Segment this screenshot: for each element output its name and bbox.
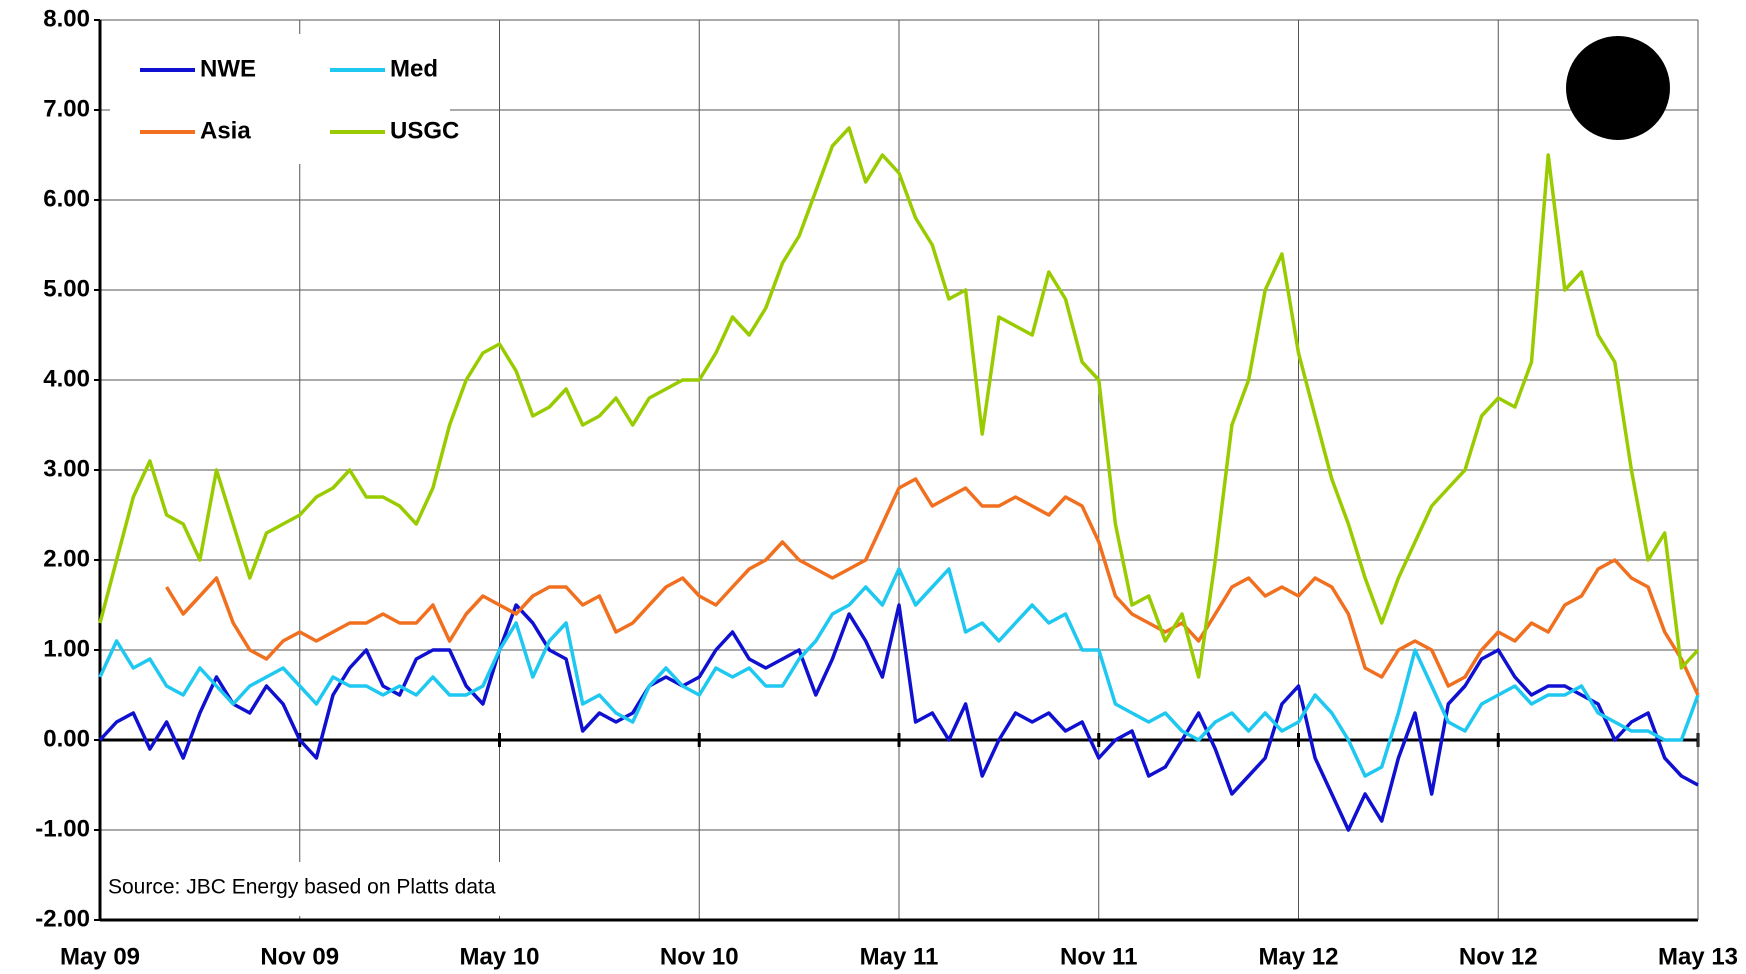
- series-line: [98, 126, 1700, 679]
- legend-label: NWE: [200, 55, 256, 82]
- y-tick-label: -1.00: [35, 815, 90, 842]
- x-tick-label: Nov 12: [1459, 943, 1538, 970]
- series-line: [165, 477, 1700, 696]
- y-tick-label: 3.00: [43, 455, 90, 482]
- logo-caption: CHART: [1650, 65, 1665, 111]
- y-tick-label: 4.00: [43, 365, 90, 392]
- x-tick-label: May 10: [459, 943, 539, 970]
- y-tick-label: 1.00: [43, 635, 90, 662]
- y-tick-label: 7.00: [43, 95, 90, 122]
- y-tick-label: 8.00: [43, 5, 90, 32]
- x-tick-label: May 12: [1258, 943, 1338, 970]
- legend-label: USGC: [390, 117, 459, 144]
- x-tick-label: Nov 09: [260, 943, 339, 970]
- x-tick-label: May 13: [1658, 943, 1738, 970]
- x-tick-label: Nov 11: [1060, 943, 1137, 970]
- y-tick-label: 6.00: [43, 185, 90, 212]
- logo-circle: [1566, 36, 1670, 140]
- annotation: Source: JBC Energy based on Platts data: [108, 876, 496, 899]
- series-line: [98, 603, 1699, 832]
- x-tick-label: Nov 10: [660, 943, 739, 970]
- x-tick-label: May 09: [60, 943, 140, 970]
- y-tick-label: 0.00: [43, 725, 90, 752]
- legend-label: Asia: [200, 117, 251, 144]
- y-tick-label: 5.00: [43, 275, 90, 302]
- legend-label: Med: [390, 55, 438, 82]
- legend-box: [110, 34, 450, 164]
- logo-letters: JBC: [1571, 63, 1653, 112]
- series-line: [98, 567, 1700, 778]
- y-tick-label: -2.00: [35, 905, 90, 932]
- y-tick-label: 2.00: [43, 545, 90, 572]
- x-tick-label: May 11: [860, 943, 939, 970]
- annotation-box: [102, 862, 572, 916]
